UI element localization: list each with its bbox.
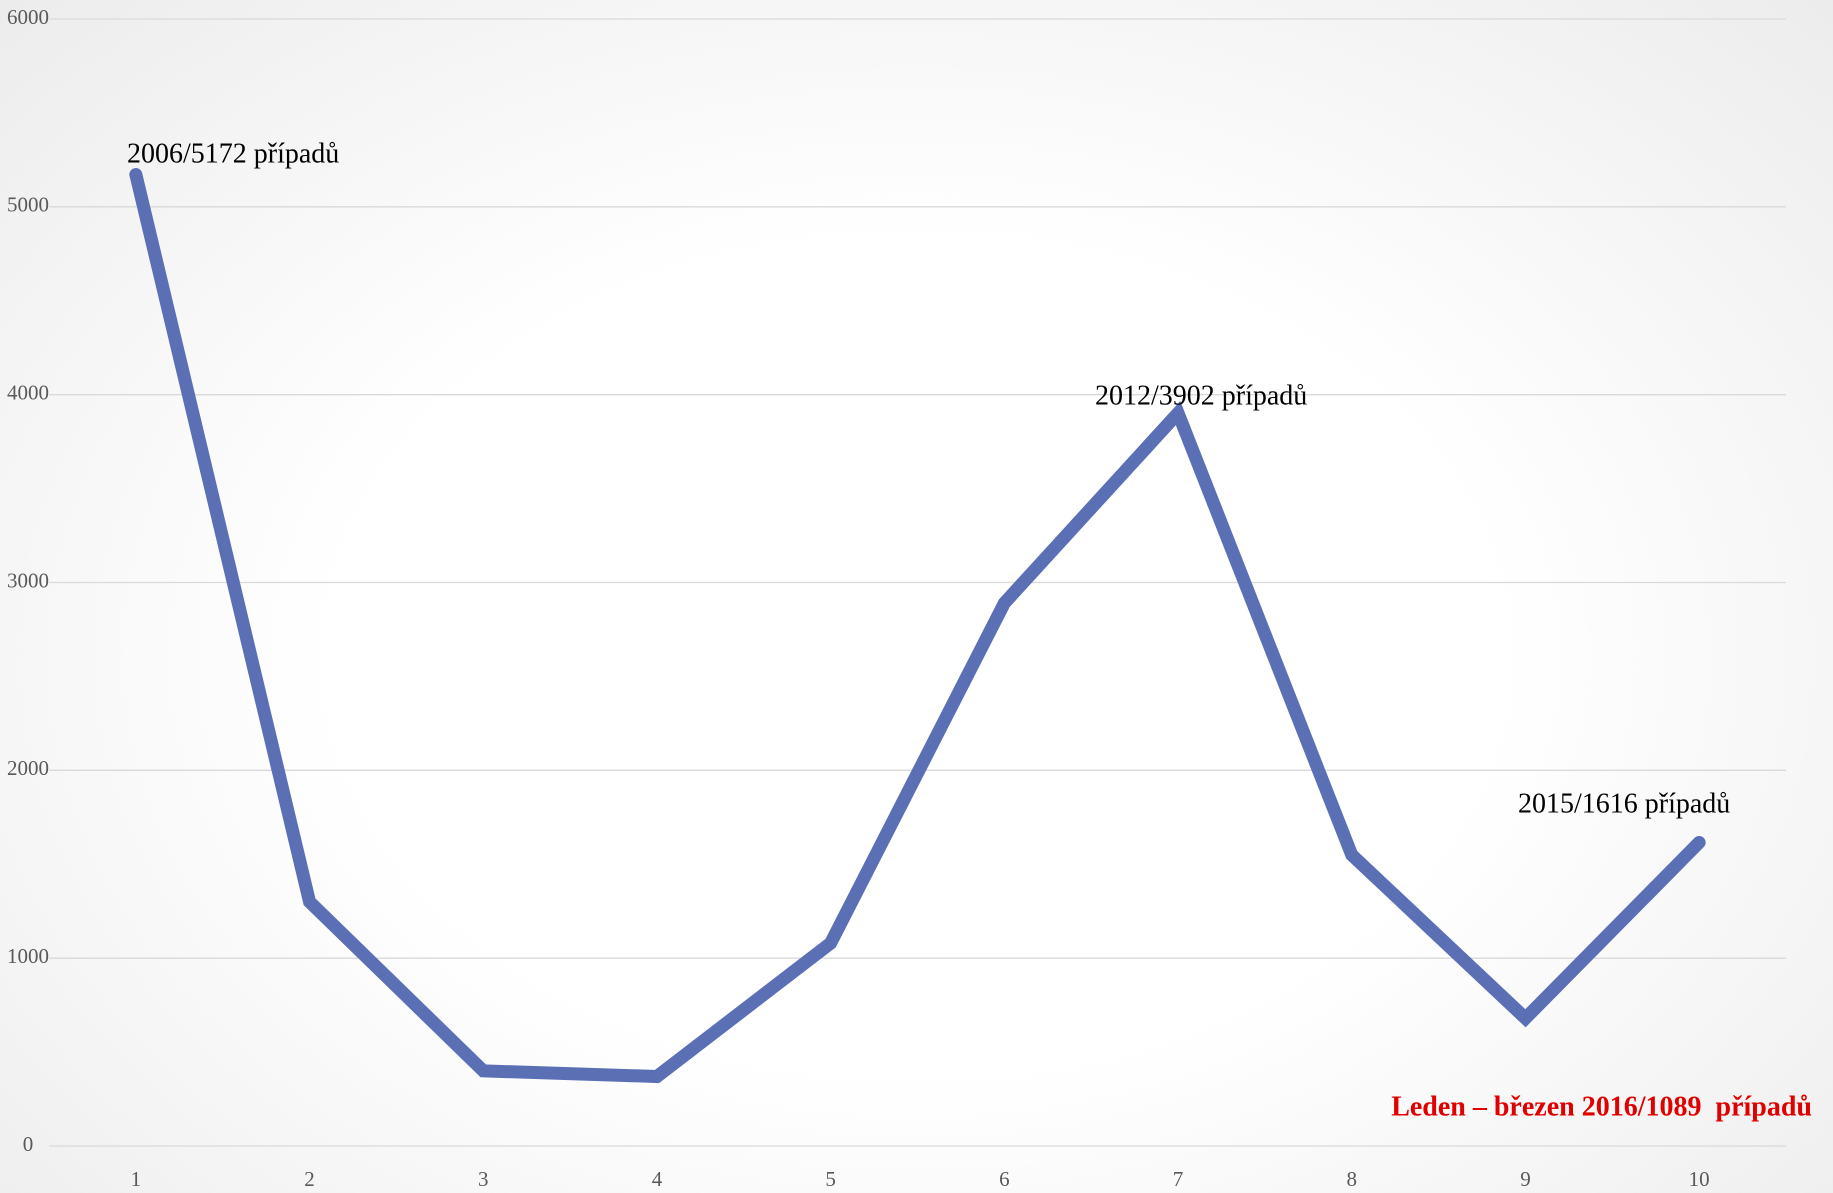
y-tick-label: 1000	[7, 944, 49, 968]
y-tick-label: 0	[23, 1132, 34, 1156]
y-tick-label: 3000	[7, 568, 49, 592]
y-tick-label: 5000	[7, 193, 49, 217]
annotation: Leden – březen 2016/1089 případů	[1391, 1091, 1812, 1122]
x-tick-label: 8	[1347, 1167, 1358, 1191]
x-tick-label: 3	[478, 1167, 489, 1191]
x-tick-label: 1	[131, 1167, 142, 1191]
x-tick-label: 10	[1689, 1167, 1710, 1191]
x-tick-label: 5	[825, 1167, 836, 1191]
y-tick-label: 4000	[7, 380, 49, 404]
x-tick-label: 2	[304, 1167, 315, 1191]
annotation: 2012/3902 případů	[1095, 380, 1307, 411]
x-tick-label: 6	[999, 1167, 1010, 1191]
annotation: 2006/5172 případů	[127, 138, 339, 169]
data-line	[129, 168, 1706, 1084]
y-tick-label: 6000	[7, 5, 49, 29]
annotation: 2015/1616 případů	[1518, 788, 1730, 819]
x-tick-label: 4	[652, 1167, 663, 1191]
x-tick-label: 7	[1173, 1167, 1184, 1191]
y-tick-label: 2000	[7, 756, 49, 780]
x-tick-label: 9	[1520, 1167, 1531, 1191]
